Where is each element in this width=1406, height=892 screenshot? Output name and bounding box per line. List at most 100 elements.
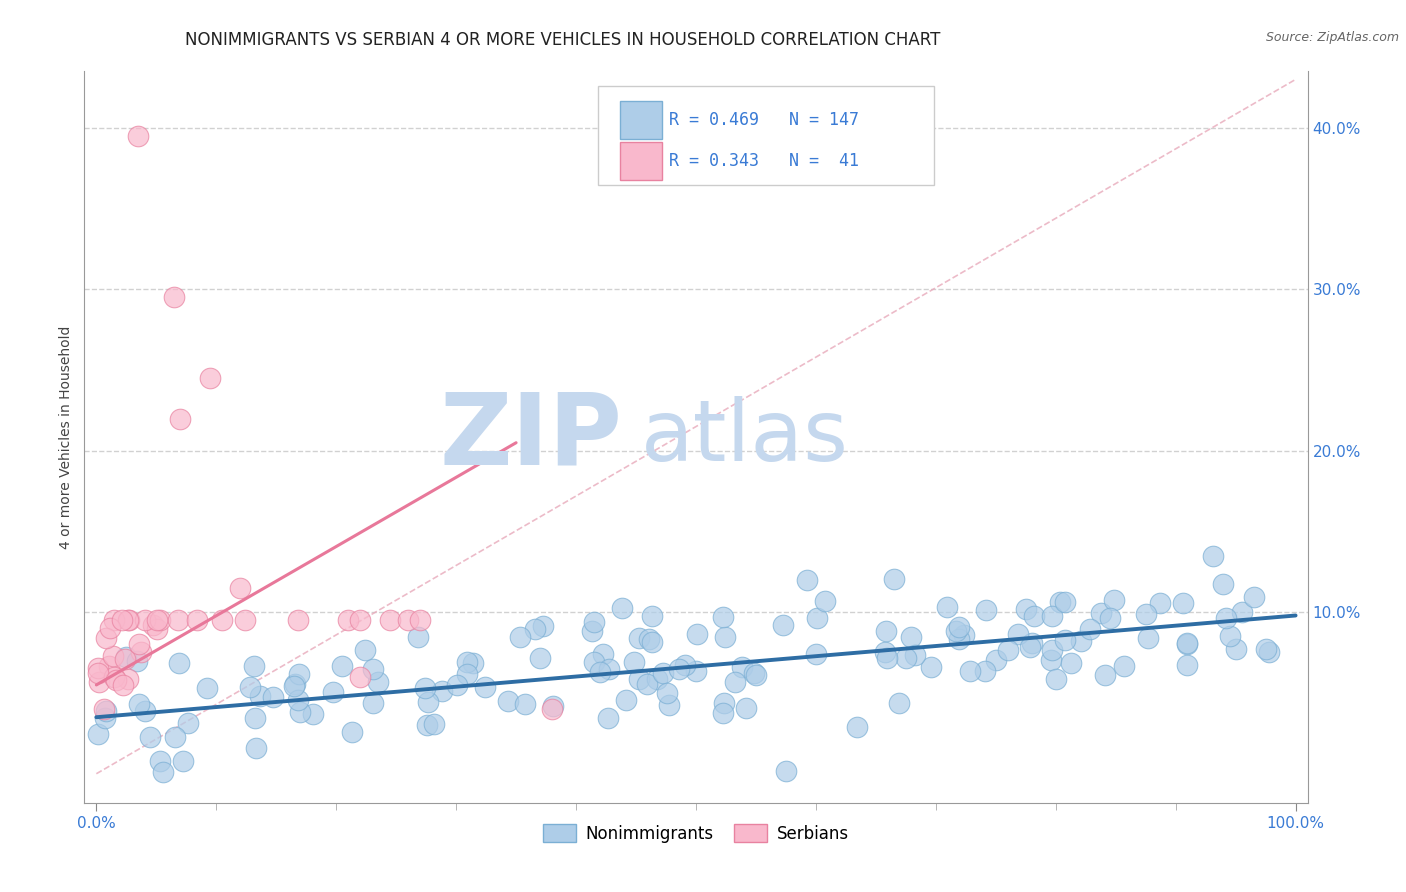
Point [945, 624, 967, 639]
Point [172, 754, 194, 768]
Point [127, 128, 149, 143]
Point [959, 664, 981, 678]
Point [283, 680, 305, 694]
Point [128, 636, 150, 650]
Point [186, 613, 208, 627]
Point [531, 619, 554, 633]
Point [1254, 641, 1277, 656]
Point [673, 657, 696, 672]
Point [883, 572, 905, 586]
Point [423, 716, 446, 731]
Point [1024, 609, 1046, 624]
Point [101, 648, 124, 663]
Point [623, 655, 645, 669]
Point [711, 610, 734, 624]
Point [87, 661, 110, 675]
Point [163, 290, 186, 304]
Point [1215, 611, 1237, 625]
Point [713, 706, 735, 721]
Point [115, 650, 138, 665]
Point [169, 656, 191, 670]
Point [146, 623, 169, 637]
Point [142, 617, 165, 632]
Point [87, 727, 110, 741]
Point [1258, 645, 1281, 659]
FancyBboxPatch shape [620, 142, 662, 179]
Point [900, 630, 922, 644]
Point [1007, 626, 1029, 640]
Point [974, 664, 997, 678]
FancyBboxPatch shape [598, 86, 935, 185]
Point [211, 613, 233, 627]
Point [589, 665, 612, 679]
Point [1099, 611, 1122, 625]
Point [1173, 596, 1195, 610]
Point [94, 631, 117, 645]
Point [498, 693, 520, 707]
Point [1230, 605, 1253, 619]
Point [614, 693, 637, 707]
Point [775, 764, 797, 778]
Point [287, 693, 309, 707]
Point [636, 676, 658, 690]
Point [592, 647, 614, 661]
Point [242, 658, 264, 673]
Point [337, 613, 360, 627]
Point [875, 624, 897, 638]
Point [125, 654, 148, 668]
Point [948, 620, 970, 634]
Point [89, 675, 111, 690]
Point [1202, 549, 1225, 563]
Point [1225, 641, 1247, 656]
Point [509, 630, 531, 644]
Point [117, 613, 139, 627]
Point [658, 698, 681, 713]
Text: NONIMMIGRANTS VS SERBIAN 4 OR MORE VEHICLES IN HOUSEHOLD CORRELATION CHART: NONIMMIGRANTS VS SERBIAN 4 OR MORE VEHIC… [184, 31, 941, 49]
Point [582, 615, 605, 629]
Point [1018, 640, 1040, 655]
Point [103, 669, 125, 683]
Point [1078, 622, 1101, 636]
Point [105, 673, 128, 687]
Point [686, 627, 709, 641]
Point [655, 686, 678, 700]
Point [651, 665, 673, 680]
Point [846, 720, 869, 734]
Point [1175, 637, 1198, 651]
Point [149, 754, 172, 768]
Text: Source: ZipAtlas.com: Source: ZipAtlas.com [1265, 31, 1399, 45]
Y-axis label: 4 or more Vehicles in Household: 4 or more Vehicles in Household [59, 326, 73, 549]
Point [446, 678, 468, 692]
Point [152, 765, 174, 780]
Text: atlas: atlas [641, 395, 849, 479]
Point [93, 702, 115, 716]
Point [409, 613, 432, 627]
Point [1054, 595, 1077, 609]
Point [772, 618, 794, 632]
Point [628, 631, 651, 645]
Point [986, 653, 1008, 667]
Point [239, 681, 262, 695]
Point [413, 681, 436, 695]
Point [731, 660, 754, 674]
Point [416, 717, 439, 731]
Point [301, 706, 323, 721]
Point [541, 698, 564, 713]
Point [245, 741, 267, 756]
Point [724, 675, 747, 690]
Point [904, 648, 927, 663]
Point [111, 678, 134, 692]
Point [86, 666, 108, 681]
Point [1090, 606, 1112, 620]
Point [200, 371, 222, 385]
Point [430, 684, 453, 698]
Point [245, 711, 267, 725]
Point [165, 730, 187, 744]
Point [117, 672, 139, 686]
Text: R = 0.469   N = 147: R = 0.469 N = 147 [669, 112, 859, 129]
Point [114, 652, 136, 666]
Point [887, 696, 910, 710]
Point [461, 657, 484, 671]
Point [169, 411, 191, 425]
Point [1040, 643, 1063, 657]
